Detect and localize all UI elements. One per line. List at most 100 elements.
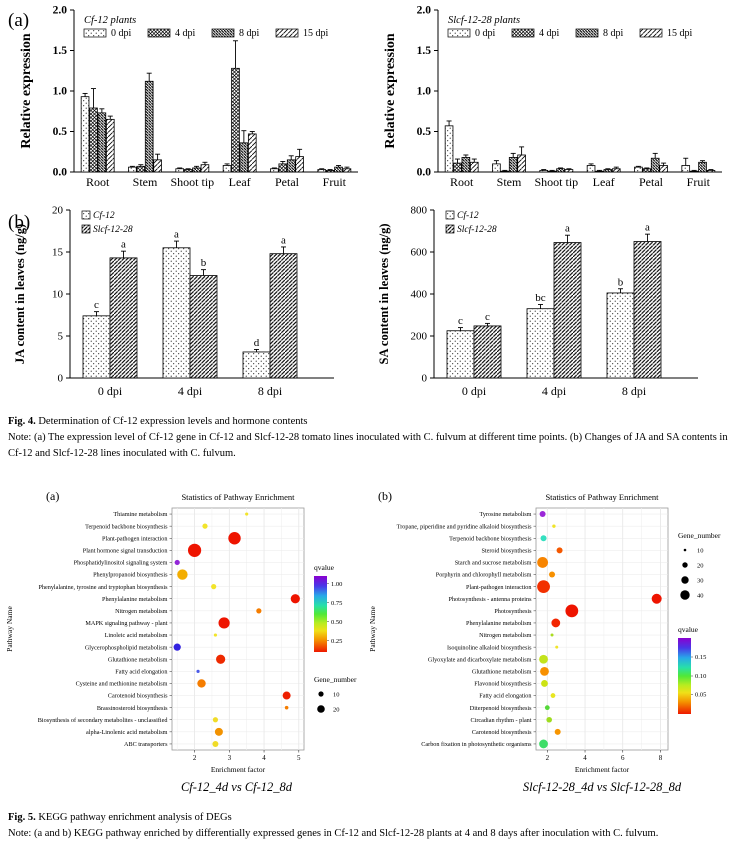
svg-text:1.0: 1.0	[417, 86, 432, 98]
bar	[278, 163, 288, 173]
x-tick-label: 2	[546, 754, 550, 762]
significance-letter: d	[254, 337, 260, 349]
category-label: 4 dpi	[542, 384, 567, 398]
pathway-label: Tropane, piperidine and pyridine alkaloi…	[397, 523, 532, 530]
qvalue-legend-title: qvalue	[678, 625, 699, 634]
significance-letter: a	[565, 223, 570, 235]
bar-chart-slcf-expression: 0.0 0.5 1.0 1.5 2.0 Relative expression Root St…	[383, 5, 722, 189]
pathway-label: Photosynthesis	[494, 608, 532, 615]
pathway-dot	[256, 608, 262, 614]
bar	[334, 166, 343, 173]
legend-swatch	[511, 28, 535, 38]
qvalue-tick-label: 0.10	[695, 673, 706, 680]
pathway-label: Porphyrin and chlorophyll metabolism	[436, 572, 532, 579]
bar	[681, 165, 691, 173]
svg-text:200: 200	[411, 331, 428, 343]
legend-label: Cf-12	[93, 210, 115, 221]
pathway-dot	[541, 680, 548, 687]
bar	[706, 169, 716, 173]
category-label: Shoot tip	[170, 175, 214, 189]
bar	[689, 170, 699, 173]
bar	[317, 169, 327, 173]
legend-swatch	[81, 210, 91, 220]
pathway-label: Phenylpropanoid biosynthesis	[93, 572, 168, 579]
x-tick-label: 4	[583, 754, 587, 762]
svg-text:20: 20	[52, 205, 64, 217]
pathway-label: Phosphatidylinositol signaling system	[74, 560, 168, 567]
svg-text:0.5: 0.5	[417, 126, 432, 138]
bar	[192, 167, 201, 173]
legend-swatch	[575, 28, 599, 38]
bar	[242, 351, 271, 379]
gene-number-legend-label: 20	[697, 563, 704, 570]
pathway-dot	[218, 617, 230, 629]
pathway-dot	[554, 728, 561, 735]
pathway-label: Glutathione metabolism	[108, 656, 168, 663]
bar	[698, 161, 707, 173]
x-axis-label: Enrichment factor	[575, 765, 630, 774]
fig4-panel-a: 0.0 0.5 1.0 1.5 2.0 Relative expression Root St…	[0, 2, 728, 198]
y-axis-label: Pathway Name	[368, 606, 377, 652]
gene-number-legend-dot	[680, 590, 690, 600]
pathway-dot	[187, 543, 202, 557]
bar	[269, 253, 298, 379]
bar	[539, 169, 549, 173]
pathway-dot	[177, 569, 188, 580]
bar-chart-cf12-expression: 0.0 0.5 1.0 1.5 2.0 Relative expression Root St…	[8, 5, 358, 189]
bar	[270, 168, 279, 173]
gene-number-legend-dot	[681, 576, 689, 584]
pathway-label: Biosynthesis of secondary metabolites - …	[38, 717, 169, 724]
svg-text:SA content in leaves (ng/g): SA content in leaves (ng/g)	[377, 224, 391, 365]
bar	[642, 168, 652, 173]
pathway-label: Glyoxylate and dicarboxylate metabolism	[428, 656, 532, 663]
svg-text:15: 15	[52, 247, 64, 259]
pathway-dot	[565, 604, 579, 618]
bar-chart-sa-content: 0 200 400 600 800 SA content in leaves (ng/g)…	[377, 205, 698, 398]
bar	[162, 247, 191, 379]
legend-swatch	[83, 28, 107, 38]
legend-swatch	[445, 210, 455, 220]
category-label: Petal	[275, 175, 300, 189]
bar	[247, 133, 257, 173]
category-label: 0 dpi	[462, 384, 487, 398]
pathway-dot	[202, 523, 208, 529]
category-label: 8 dpi	[622, 384, 647, 398]
pathway-label: Linoleic acid metabolism	[105, 632, 168, 639]
fig5-panels: 2 3 4 5 Thiamine metabolism Terpenoid backbon…	[0, 486, 736, 795]
bubble-plot-kegg-slcf: 2 4 6 8 Tyrosine metabolism Tropane, piperidi…	[368, 489, 721, 774]
legend-swatch	[275, 28, 299, 38]
bar	[175, 168, 185, 173]
pathway-label: Plant-pathogen interaction	[102, 535, 167, 542]
pathway-dot	[537, 580, 550, 594]
y-axis-label: Pathway Name	[5, 606, 14, 652]
gene-number-legend-dot	[317, 705, 325, 713]
bar	[80, 96, 90, 173]
legend-label: 0 dpi	[475, 28, 496, 39]
legend-swatch	[211, 28, 235, 38]
pathway-label: Diterpenoid biosynthesis	[470, 705, 532, 712]
svg-text:JA content in leaves (ng/g): JA content in leaves (ng/g)	[13, 224, 27, 364]
bar	[517, 154, 526, 173]
category-label: Leaf	[593, 175, 615, 189]
bar	[633, 241, 662, 379]
legend-swatch	[639, 28, 663, 38]
bar	[603, 169, 613, 173]
bar	[659, 165, 668, 173]
bar	[508, 157, 518, 173]
bar	[97, 112, 107, 173]
pathway-label: Plant hormone signal transduction	[83, 547, 168, 554]
qvalue-tick-label: 0.75	[331, 600, 342, 607]
bar	[553, 242, 582, 379]
significance-letter: b	[618, 276, 624, 288]
x-tick-label: 8	[659, 754, 663, 762]
bar	[606, 292, 635, 379]
plot-title: Statistics of Pathway Enrichment	[181, 492, 295, 502]
bar	[200, 164, 210, 173]
bar	[109, 257, 138, 379]
pathway-dot	[290, 594, 300, 604]
legend-label: 15 dpi	[303, 28, 329, 39]
pathway-label: Glycerophospholipid metabolism	[85, 644, 168, 651]
pathway-label: MAPK signaling pathway - plant	[85, 620, 167, 627]
pathway-dot	[556, 547, 563, 554]
pathway-dot	[540, 535, 547, 542]
